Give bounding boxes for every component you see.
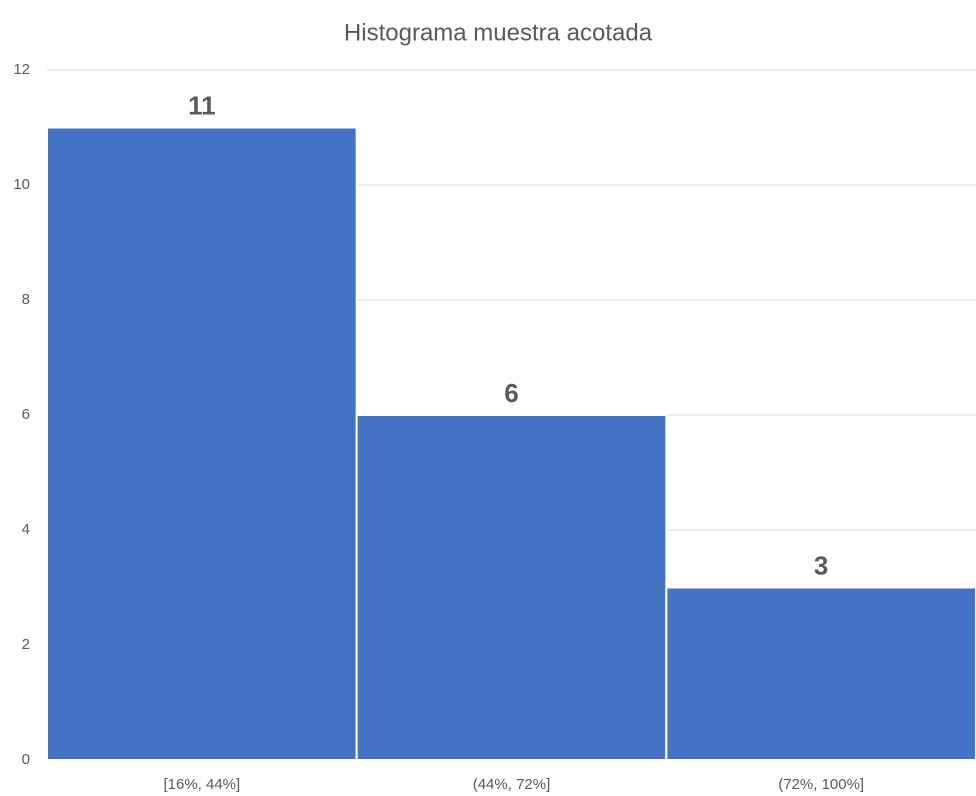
y-tick-label: 12 [13,61,30,78]
y-tick-label: 10 [13,176,30,193]
y-tick-label: 8 [22,291,30,308]
y-tick-label: 0 [22,751,30,768]
data-label: 11 [188,90,216,120]
bar [46,126,358,761]
bar [665,586,976,761]
y-tick-label: 6 [22,406,30,423]
x-tick-label: (44%, 72%] [473,776,551,793]
data-label: 3 [814,550,828,580]
bar [355,414,668,761]
chart-title: Histograma muestra acotada [344,19,653,46]
x-tick-label: [16%, 44%] [163,776,240,793]
y-tick-label: 2 [22,636,30,653]
y-tick-label: 4 [22,521,30,538]
data-label: 6 [504,378,518,408]
x-tick-label: (72%, 100%] [778,776,864,793]
